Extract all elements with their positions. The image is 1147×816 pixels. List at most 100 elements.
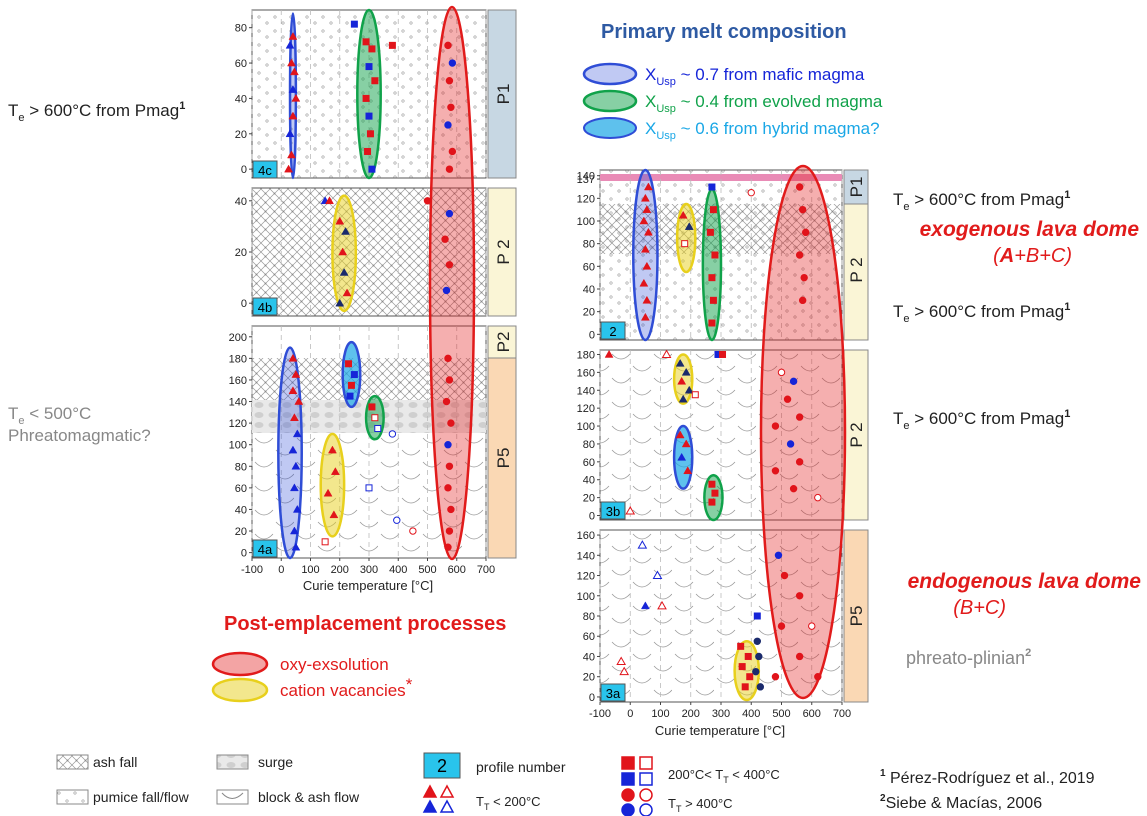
x-tick-label: 400 bbox=[742, 708, 760, 720]
profile-label: P1 bbox=[494, 84, 513, 105]
triangle-marker bbox=[292, 504, 302, 513]
surge-swatch bbox=[216, 754, 249, 770]
square-marker bbox=[350, 20, 358, 28]
circle-marker bbox=[445, 376, 454, 384]
triangle-marker bbox=[288, 111, 298, 120]
profile-number-legend: 2 profile number bbox=[423, 752, 566, 779]
triangle-marker bbox=[681, 439, 691, 448]
oxy-swatch bbox=[211, 651, 269, 677]
circle-marker bbox=[441, 235, 449, 243]
circle-marker bbox=[447, 419, 455, 427]
square-marker bbox=[350, 371, 358, 379]
grid-lines bbox=[251, 10, 487, 178]
circle-marker bbox=[448, 147, 457, 156]
references: 1 Pérez-Rodríguez et al., 2019 2Siebe & … bbox=[880, 768, 1095, 812]
y-tick-label: 80 bbox=[583, 239, 595, 251]
circle-marker bbox=[752, 667, 760, 676]
y-tick-label: 120 bbox=[577, 403, 595, 415]
triangle-marker bbox=[338, 247, 348, 256]
profile-strip-p2 bbox=[487, 325, 517, 359]
triangle-marker bbox=[335, 298, 345, 307]
legend-triangle-marker bbox=[439, 784, 455, 798]
circle-marker bbox=[795, 458, 804, 466]
endogenous-dome-label: endogenous lava dome bbox=[908, 570, 1142, 593]
y-tick-label: 0 bbox=[589, 511, 595, 523]
circle-marker bbox=[771, 467, 780, 475]
triangle-marker bbox=[625, 506, 636, 515]
circle-marker bbox=[774, 551, 783, 559]
y-tick-label: 100 bbox=[577, 216, 595, 228]
legend-square-marker bbox=[639, 772, 653, 786]
y-tick-label: 160 bbox=[577, 367, 595, 379]
triangle-marker bbox=[289, 413, 299, 421]
x-tick-labels: -100 0 100 200 300 400 500 600 700 bbox=[589, 702, 851, 720]
square-marker bbox=[345, 360, 353, 368]
y-tick-label: 180 bbox=[229, 353, 247, 365]
triangle-marker bbox=[289, 483, 299, 492]
circle-marker bbox=[442, 286, 451, 295]
circle-marker bbox=[798, 296, 807, 305]
y-tick-label: 40 bbox=[583, 651, 595, 663]
circle-marker bbox=[755, 652, 763, 661]
circle-marker bbox=[814, 673, 822, 681]
circle-marker bbox=[445, 462, 454, 470]
x-tick-label: 200 bbox=[331, 564, 349, 576]
triangle-marker bbox=[288, 445, 298, 454]
y-tick-label: 40 bbox=[235, 93, 247, 105]
tt-lt200-label: TT < 200°C bbox=[476, 794, 541, 812]
triangle-marker bbox=[677, 452, 687, 461]
y-tick-label: 20 bbox=[583, 493, 595, 505]
triangle-marker bbox=[284, 164, 293, 173]
triangle-marker bbox=[604, 349, 614, 358]
circle-marker bbox=[795, 652, 804, 661]
y-tick-label: 120 bbox=[577, 193, 595, 205]
cation-ellipse bbox=[319, 432, 346, 538]
triangle-marker bbox=[683, 466, 693, 475]
triangle-marker bbox=[643, 182, 653, 191]
exogenous-dome-label: exogenous lava dome bbox=[920, 218, 1140, 241]
triangle-marker bbox=[661, 349, 672, 358]
circle-marker bbox=[393, 516, 401, 524]
triangle-marker bbox=[291, 461, 301, 470]
y-tick-label: 40 bbox=[235, 196, 247, 208]
square-marker bbox=[371, 414, 379, 422]
legend-item-hybrid: XUsp ~ 0.6 from hybrid magma? bbox=[583, 117, 880, 142]
profile-number-box bbox=[600, 683, 626, 702]
y-tick-label: 80 bbox=[583, 611, 595, 623]
square-marker bbox=[368, 403, 376, 411]
circle-marker bbox=[798, 205, 807, 214]
profile-number-box bbox=[252, 160, 278, 179]
circle-marker bbox=[445, 261, 454, 269]
triangle-marker bbox=[291, 93, 301, 102]
y-tick-label: 120 bbox=[577, 571, 595, 583]
circle-marker bbox=[753, 637, 761, 645]
marker-layer bbox=[284, 20, 822, 691]
triangle-marker bbox=[339, 267, 349, 276]
panel-4a: 0 20 40 60 80 100 120 140 160 180 200 -100 0 100 200 3… bbox=[229, 325, 517, 593]
triangle-marker bbox=[642, 205, 652, 213]
mafic-swatch bbox=[582, 62, 638, 86]
triangle-marker bbox=[657, 600, 667, 610]
square-marker bbox=[371, 77, 379, 85]
triangle-marker bbox=[291, 370, 301, 378]
triangle-marker bbox=[288, 85, 298, 93]
circle-marker bbox=[445, 209, 454, 218]
profile-label: P5 bbox=[847, 606, 866, 627]
square-marker bbox=[362, 38, 370, 46]
y-tick-label: 140 bbox=[229, 397, 247, 409]
triangle-marker bbox=[342, 288, 352, 297]
phreatomagmatic-label: Phreatomagmatic? bbox=[8, 426, 151, 445]
profile-number: 2 bbox=[609, 324, 616, 339]
y-tick-labels: 0 20 40 60 80 bbox=[235, 23, 252, 176]
legend-item-mafic: XUsp ~ 0.7 from mafic magma bbox=[582, 62, 865, 88]
triangle-marker bbox=[640, 193, 650, 202]
y-tick-label: 60 bbox=[583, 457, 595, 469]
square-marker bbox=[365, 484, 373, 492]
y-tick-label: 140 bbox=[577, 171, 595, 183]
surge-label: surge bbox=[258, 754, 293, 770]
legend-circle-marker bbox=[621, 788, 635, 802]
legend-square-marker bbox=[639, 756, 653, 770]
y-tick-label: 160 bbox=[229, 375, 247, 387]
tt-mid-label: 200°C< TT < 400°C bbox=[668, 767, 780, 785]
y-tick-label: 40 bbox=[583, 475, 595, 487]
